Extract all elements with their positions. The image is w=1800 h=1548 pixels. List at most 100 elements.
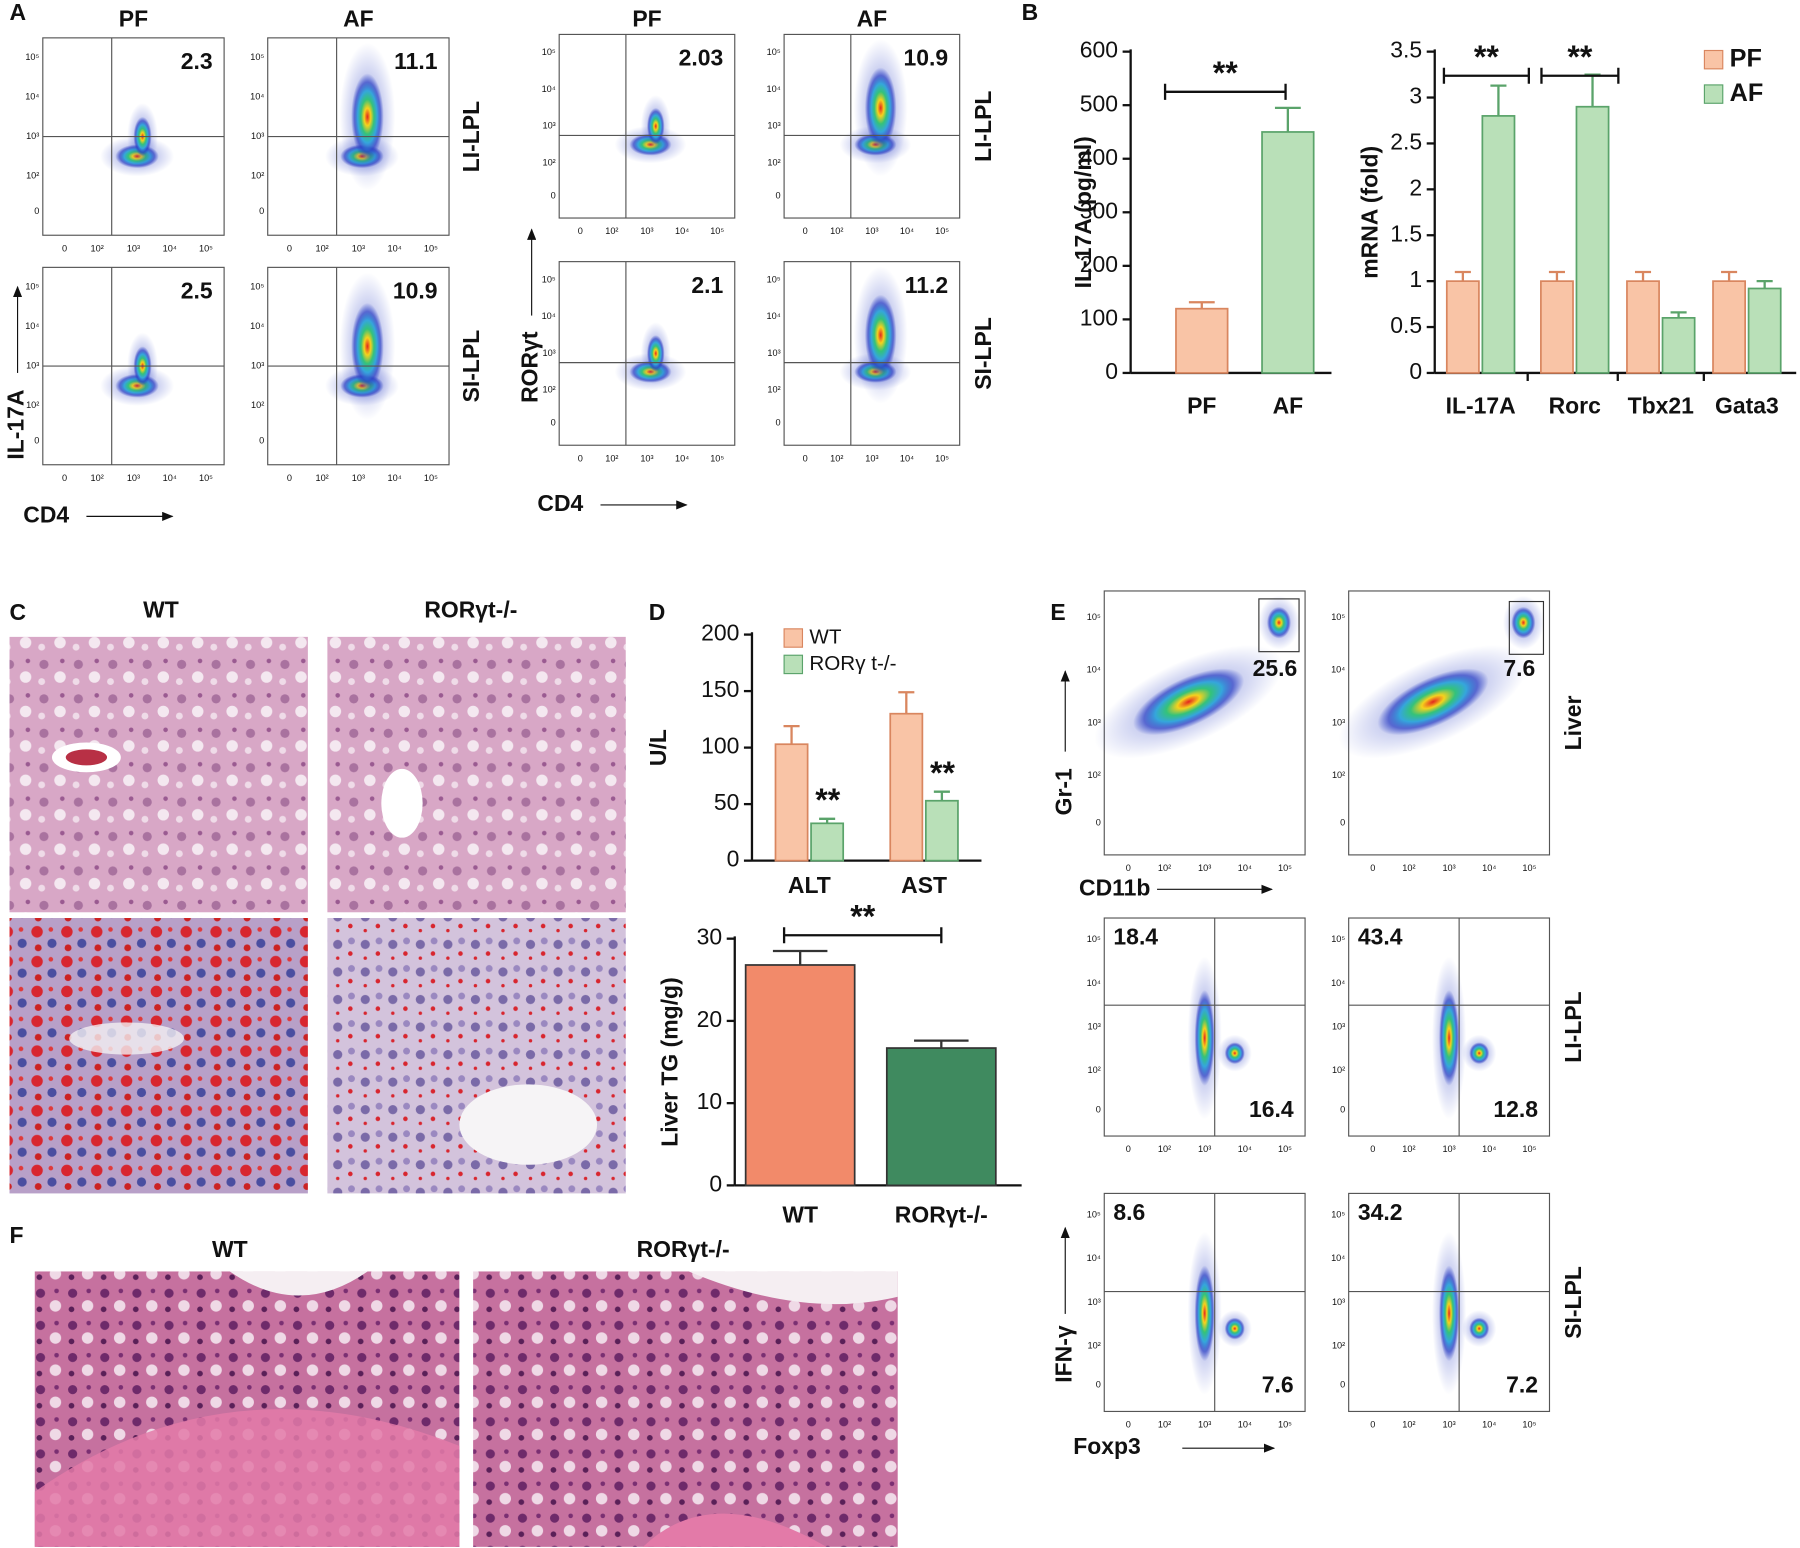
flow-value: 8.6 bbox=[1113, 1199, 1145, 1225]
flow-tick-label: 0 bbox=[1126, 1420, 1131, 1430]
flow-tick-label: 0 bbox=[1370, 1420, 1375, 1430]
flow-tick-label: 10⁴ bbox=[900, 453, 914, 463]
flow-tick-label: 10⁵ bbox=[935, 226, 949, 236]
x-tick-label: AST bbox=[901, 872, 947, 898]
flow-tick-label: 10⁵ bbox=[767, 274, 781, 284]
flow-tick-label: 0 bbox=[1126, 1144, 1131, 1154]
error-bar bbox=[914, 1039, 969, 1049]
column-header: AF bbox=[857, 6, 888, 32]
flow-tick-label: 10² bbox=[26, 170, 39, 180]
cell-density bbox=[1439, 989, 1460, 1086]
panel-label: F bbox=[10, 1222, 24, 1248]
bar bbox=[1175, 307, 1229, 374]
axis-label: IFN-γ bbox=[1050, 1325, 1076, 1383]
panel-label: D bbox=[649, 599, 666, 625]
flow-tick-label: 0 bbox=[578, 453, 583, 463]
histology-image bbox=[327, 918, 626, 1194]
y-tick-label: 3.5 bbox=[1390, 37, 1422, 63]
flow-tick-label: 10³ bbox=[1332, 1021, 1345, 1031]
flow-tick-label: 10⁴ bbox=[675, 453, 689, 463]
error-bar bbox=[819, 817, 836, 824]
flow-tick-label: 10⁴ bbox=[25, 92, 39, 102]
vessel bbox=[69, 1022, 184, 1055]
legend-label: AF bbox=[1730, 79, 1764, 107]
histology bbox=[9, 636, 898, 1547]
flow-tick-label: 10³ bbox=[865, 226, 878, 236]
x-tick-label: AF bbox=[1273, 392, 1304, 418]
flow-tick-label: 0 bbox=[551, 418, 556, 428]
flow-tick-label: 10⁵ bbox=[1087, 934, 1101, 944]
x-tick-label: ALT bbox=[788, 872, 831, 898]
flow-tick-label: 10⁵ bbox=[710, 453, 724, 463]
y-tick-label: 600 bbox=[1080, 37, 1118, 63]
x-tick-label: PF bbox=[1187, 392, 1216, 418]
flow-tick-label: 10⁵ bbox=[199, 473, 213, 483]
flow-tick-label: 10⁴ bbox=[1331, 978, 1345, 988]
flow-value: 7.6 bbox=[1503, 655, 1535, 681]
flow-tick-label: 10⁵ bbox=[1278, 1420, 1292, 1430]
error-bar bbox=[772, 949, 828, 965]
significance-label: ** bbox=[815, 782, 841, 818]
flow-tick-label: 10³ bbox=[127, 243, 140, 253]
significance-bracket bbox=[1540, 67, 1620, 84]
column-header: RORγt-/- bbox=[637, 1236, 730, 1262]
flow-tick-label: 10⁴ bbox=[250, 321, 264, 331]
flow-tick-label: 0 bbox=[776, 418, 781, 428]
flow-tick-label: 10⁵ bbox=[1522, 1144, 1536, 1154]
axis-label: CD11b bbox=[1079, 874, 1150, 900]
bar bbox=[1747, 287, 1782, 374]
y-tick-label: 0.5 bbox=[1390, 312, 1422, 338]
y-tick-label: 3 bbox=[1409, 83, 1422, 109]
flow-tick-label: 10⁴ bbox=[1238, 1144, 1252, 1154]
flow-tick-label: 10⁵ bbox=[1331, 934, 1345, 944]
y-tick-label: 30 bbox=[697, 924, 723, 950]
flow-value: 11.1 bbox=[394, 48, 438, 74]
column-header: RORγt-/- bbox=[424, 597, 517, 623]
flow-value: 2.03 bbox=[679, 45, 724, 71]
gate bbox=[1258, 598, 1300, 653]
axis-label: IL-17A bbox=[3, 390, 29, 460]
cell-density bbox=[646, 335, 665, 372]
column-header: PF bbox=[632, 6, 661, 32]
flow-tick-label: 10⁴ bbox=[1087, 665, 1101, 675]
flow-tick-label: 10⁴ bbox=[767, 84, 781, 94]
panel-label: A bbox=[10, 0, 27, 25]
flow-tick-label: 10⁵ bbox=[1087, 612, 1101, 622]
row-label: LI-LPL bbox=[970, 91, 996, 162]
vessel bbox=[65, 749, 108, 766]
flow-tick-label: 10³ bbox=[1442, 1420, 1455, 1430]
cell-density bbox=[351, 302, 384, 390]
flow-tick-label: 10⁴ bbox=[388, 243, 402, 253]
flow-tick-label: 10² bbox=[542, 385, 555, 395]
flow-tick-label: 0 bbox=[803, 453, 808, 463]
y-axis-label: mRNA (fold) bbox=[1357, 146, 1383, 279]
y-tick-label: 200 bbox=[1080, 251, 1118, 277]
cell-density bbox=[1377, 668, 1489, 736]
flow-tick-label: 10⁴ bbox=[1331, 665, 1345, 675]
error-bar bbox=[783, 724, 800, 745]
error-bar bbox=[1584, 73, 1601, 107]
flow-tick-label: 10⁴ bbox=[1482, 1144, 1496, 1154]
flow-tick-label: 0 bbox=[34, 435, 39, 445]
cell-density bbox=[1133, 668, 1245, 736]
flow-tick-label: 10⁵ bbox=[935, 453, 949, 463]
y-tick-label: 20 bbox=[697, 1006, 723, 1032]
flow-tick-label: 10³ bbox=[1088, 717, 1101, 727]
flow-tick-label: 10⁴ bbox=[1482, 1420, 1496, 1430]
cell-density bbox=[1266, 606, 1292, 639]
flow-tick-label: 10⁵ bbox=[1522, 1420, 1536, 1430]
flow-tick-label: 10³ bbox=[1198, 1144, 1211, 1154]
flow-tick-label: 10⁴ bbox=[250, 92, 264, 102]
flow-tick-label: 0 bbox=[551, 190, 556, 200]
flow-tick-label: 10⁴ bbox=[25, 321, 39, 331]
vessel bbox=[381, 768, 423, 838]
flow-tick-label: 10² bbox=[767, 157, 780, 167]
flow-tick-label: 10⁵ bbox=[424, 243, 438, 253]
flow-tick-label: 10² bbox=[1402, 863, 1415, 873]
flow-tick-label: 10⁵ bbox=[1087, 1210, 1101, 1220]
flow-tick-label: 10³ bbox=[352, 243, 365, 253]
flow-tick-label: 10⁴ bbox=[1238, 1420, 1252, 1430]
flow-tick-label: 10² bbox=[542, 157, 555, 167]
flow-tick-label: 10² bbox=[315, 243, 328, 253]
cell-density bbox=[646, 107, 665, 145]
